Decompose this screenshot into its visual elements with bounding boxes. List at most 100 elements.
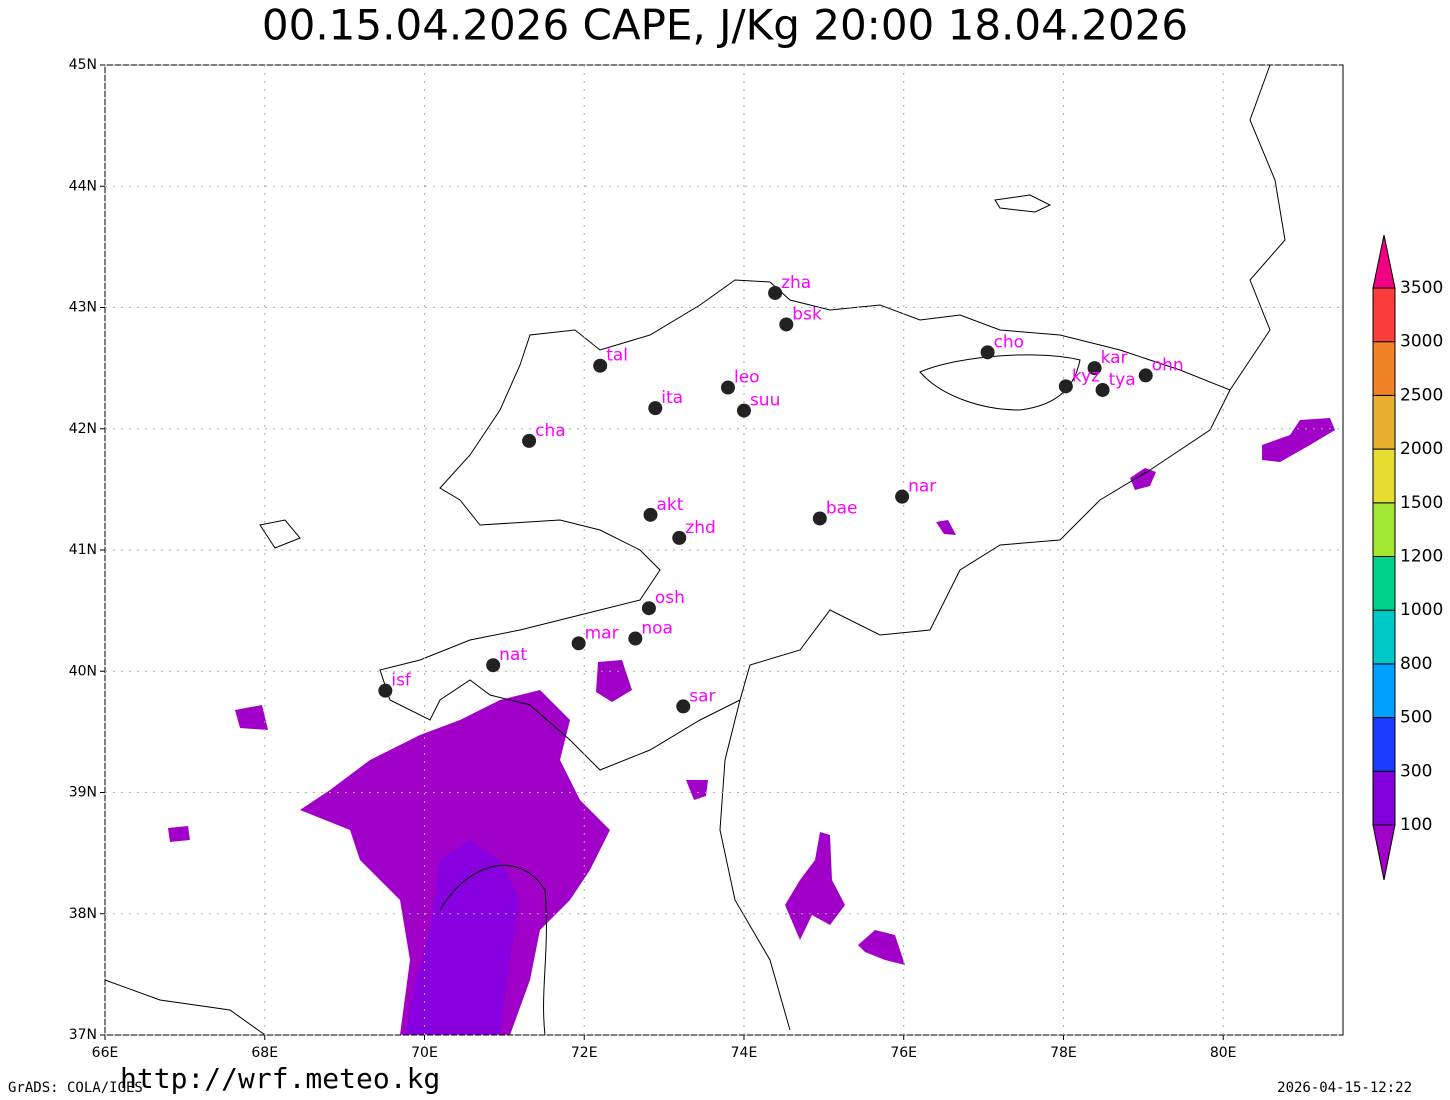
lake xyxy=(259,519,301,549)
colorbar-segment xyxy=(1372,770,1396,826)
colorbar-triangle xyxy=(1372,234,1396,289)
x-tick-label: 78E xyxy=(1050,1045,1077,1061)
footer-url: http://wrf.meteo.kg xyxy=(120,1062,440,1095)
station-label: ohn xyxy=(1152,355,1184,375)
colorbar-label: 1500 xyxy=(1400,493,1443,513)
station-label: isf xyxy=(391,671,412,691)
station-label: noa xyxy=(641,619,673,639)
colorbar-label: 1200 xyxy=(1400,547,1443,567)
colorbar-segment xyxy=(1372,609,1396,665)
x-tick-label: 70E xyxy=(411,1045,438,1061)
station xyxy=(648,401,663,416)
lake xyxy=(994,194,1052,213)
country-border xyxy=(104,979,266,1036)
station-label: kar xyxy=(1101,348,1128,368)
station xyxy=(522,433,537,448)
station xyxy=(1138,368,1153,383)
station xyxy=(812,511,827,526)
station-label: zhd xyxy=(685,518,716,538)
station xyxy=(593,358,608,373)
y-tick-label: 43N xyxy=(69,300,97,316)
cape-area xyxy=(405,840,520,1035)
station-label: nat xyxy=(499,645,527,665)
country-border xyxy=(719,699,791,1031)
cape-area xyxy=(1262,418,1335,462)
station-label: zha xyxy=(781,273,811,293)
colorbar-segment xyxy=(1372,717,1396,772)
station xyxy=(672,530,687,545)
station xyxy=(980,345,995,360)
station xyxy=(736,403,751,418)
colorbar-label: 1000 xyxy=(1400,600,1443,620)
cape-area xyxy=(686,780,708,800)
colorbar-label: 3000 xyxy=(1400,332,1443,352)
cape-area xyxy=(596,660,632,702)
station-label: tal xyxy=(606,346,628,366)
station-label: ita xyxy=(661,388,683,408)
colorbar-label: 2000 xyxy=(1400,439,1443,459)
footer-credit: GrADS: COLA/IGES xyxy=(8,1080,143,1096)
country-border xyxy=(1229,64,1286,391)
station-label: suu xyxy=(750,391,780,411)
station-label: akt xyxy=(657,495,684,515)
cape-area xyxy=(235,705,268,730)
cape-area xyxy=(936,520,956,535)
station-label: bae xyxy=(826,498,858,518)
colorbar-label: 2500 xyxy=(1400,385,1443,405)
colorbar-segment xyxy=(1372,341,1396,396)
colorbar-label: 500 xyxy=(1400,708,1432,728)
y-tick-label: 40N xyxy=(69,663,97,679)
station xyxy=(571,636,586,651)
y-tick-label: 44N xyxy=(69,178,97,194)
borders xyxy=(104,64,1286,1036)
colorbar-label: 100 xyxy=(1400,815,1432,835)
y-tick-label: 45N xyxy=(69,57,97,73)
station-label: nar xyxy=(908,477,936,497)
station-label: leo xyxy=(734,368,760,388)
cape-area xyxy=(858,930,905,965)
station xyxy=(676,699,691,714)
cape-area xyxy=(785,832,845,940)
x-tick-label: 74E xyxy=(731,1045,758,1061)
footer-timestamp: 2026-04-15-12:22 xyxy=(1277,1080,1412,1096)
colorbar-label: 3500 xyxy=(1400,278,1443,298)
station xyxy=(779,317,794,332)
station xyxy=(1058,379,1073,394)
title: 00.15.04.2026 CAPE, J/Kg 20:00 18.04.202… xyxy=(262,1,1188,50)
x-tick-label: 80E xyxy=(1210,1045,1237,1061)
x-tick-label: 68E xyxy=(251,1045,278,1061)
x-tick-label: 76E xyxy=(890,1045,917,1061)
station-label: kyz xyxy=(1072,366,1100,386)
colorbar-segment xyxy=(1372,394,1396,450)
cape-field xyxy=(168,418,1335,1035)
y-tick-label: 37N xyxy=(69,1027,97,1043)
colorbar-segment xyxy=(1372,502,1396,557)
station xyxy=(643,507,658,522)
y-tick-label: 38N xyxy=(69,906,97,922)
colorbar-segment xyxy=(1372,663,1396,719)
colorbar-label: 300 xyxy=(1400,761,1432,781)
y-tick-label: 42N xyxy=(69,421,97,437)
station-label: cha xyxy=(535,421,566,441)
cape-area xyxy=(1130,468,1156,490)
country-border xyxy=(379,279,1231,771)
y-tick-label: 41N xyxy=(69,542,97,558)
station-label: cho xyxy=(994,332,1025,352)
station-label: tya xyxy=(1109,370,1136,390)
x-tick-label: 66E xyxy=(92,1045,119,1061)
station-label: bsk xyxy=(792,304,822,324)
station xyxy=(1095,382,1110,397)
station xyxy=(641,601,656,616)
colorbar-segment xyxy=(1372,287,1396,343)
colorbar-segment xyxy=(1372,556,1396,611)
station xyxy=(628,631,643,646)
colorbar-segment xyxy=(1372,448,1396,504)
station xyxy=(486,658,501,673)
colorbar-label: 800 xyxy=(1400,654,1432,674)
station xyxy=(720,380,735,395)
river xyxy=(439,864,547,1036)
station xyxy=(768,285,783,300)
x-tick-label: 72E xyxy=(571,1045,598,1061)
y-tick-label: 39N xyxy=(69,785,97,801)
